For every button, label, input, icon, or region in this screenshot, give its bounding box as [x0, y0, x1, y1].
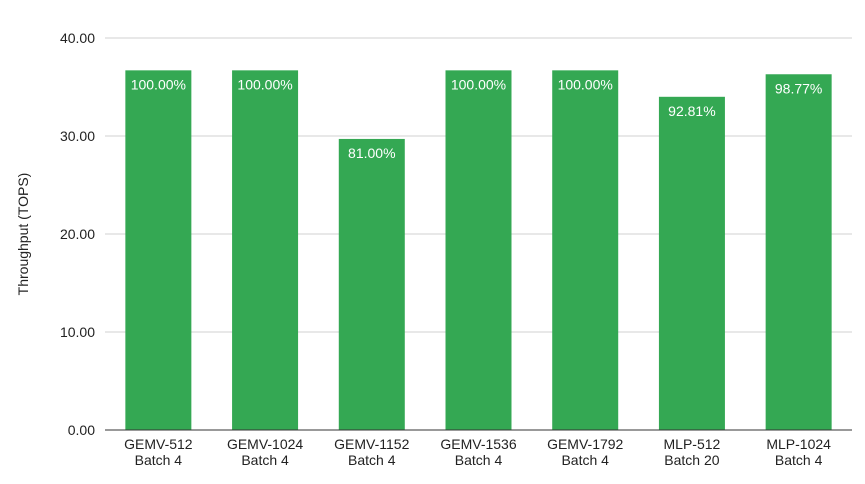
data-label: 100.00%	[558, 76, 613, 92]
data-label: 98.77%	[775, 80, 822, 96]
data-label: 100.00%	[451, 76, 506, 92]
y-tick-label: 30.00	[60, 128, 95, 144]
x-category-label: Batch 4	[775, 452, 823, 468]
bar	[445, 70, 512, 430]
x-category-label: Batch 4	[455, 452, 503, 468]
data-label: 100.00%	[131, 76, 186, 92]
bar	[765, 74, 832, 430]
x-category-label: MLP-1024	[766, 436, 831, 452]
data-label: 81.00%	[348, 145, 395, 161]
x-category-label: Batch 20	[664, 452, 719, 468]
y-tick-label: 10.00	[60, 324, 95, 340]
data-label: 100.00%	[237, 76, 292, 92]
y-axis-title: Throughput (TOPS)	[15, 173, 31, 296]
bar	[125, 70, 192, 430]
x-category-label: Batch 4	[241, 452, 289, 468]
y-tick-label: 40.00	[60, 30, 95, 46]
x-category-label: MLP-512	[664, 436, 721, 452]
data-label: 92.81%	[668, 103, 715, 119]
x-category-label: GEMV-1536	[440, 436, 516, 452]
data-labels: 100.00% 100.00% 81.00% 100.00% 100.00% 92.81%…	[131, 76, 823, 161]
bars	[125, 70, 832, 431]
bar	[232, 70, 299, 430]
x-category-label: GEMV-1024	[227, 436, 303, 452]
y-tick-label: 20.00	[60, 226, 95, 242]
x-category-label: Batch 4	[135, 452, 183, 468]
x-category-label: Batch 4	[348, 452, 396, 468]
x-category-label: GEMV-1792	[547, 436, 623, 452]
bar	[338, 138, 405, 430]
bar	[552, 70, 619, 430]
x-category-label: GEMV-512	[124, 436, 193, 452]
x-category-label: GEMV-1152	[334, 436, 409, 452]
y-axis-ticks: 0.00 10.00 20.00 30.00 40.00	[60, 30, 95, 438]
bar	[658, 96, 725, 431]
y-tick-label: 0.00	[68, 422, 95, 438]
x-category-label: Batch 4	[561, 452, 609, 468]
